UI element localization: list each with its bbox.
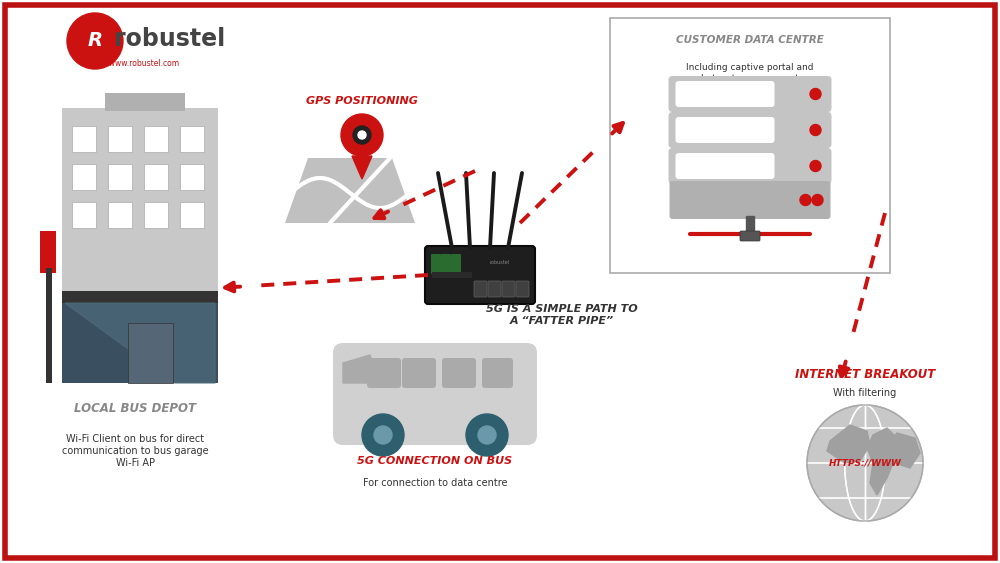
FancyBboxPatch shape xyxy=(431,254,441,274)
Circle shape xyxy=(812,194,823,205)
FancyBboxPatch shape xyxy=(482,358,513,388)
Polygon shape xyxy=(343,355,380,383)
Circle shape xyxy=(67,13,123,69)
Text: 5G IS A SIMPLE PATH TO
A “FATTER PIPE”: 5G IS A SIMPLE PATH TO A “FATTER PIPE” xyxy=(486,304,638,326)
Bar xyxy=(105,93,185,111)
FancyBboxPatch shape xyxy=(442,358,476,388)
Polygon shape xyxy=(827,425,870,463)
Bar xyxy=(62,301,218,383)
FancyBboxPatch shape xyxy=(474,281,487,297)
Text: For connection to data centre: For connection to data centre xyxy=(363,478,507,488)
Circle shape xyxy=(478,426,496,444)
Polygon shape xyxy=(867,428,900,495)
FancyBboxPatch shape xyxy=(675,117,774,143)
Circle shape xyxy=(810,88,821,100)
Circle shape xyxy=(466,414,508,456)
Polygon shape xyxy=(65,303,215,383)
FancyBboxPatch shape xyxy=(675,81,774,107)
Bar xyxy=(180,126,204,152)
Circle shape xyxy=(353,126,371,144)
Circle shape xyxy=(800,194,811,205)
Bar xyxy=(144,164,168,190)
Circle shape xyxy=(362,414,404,456)
Text: HTTPS://WWW: HTTPS://WWW xyxy=(829,458,901,467)
Bar xyxy=(108,202,132,228)
FancyBboxPatch shape xyxy=(740,231,760,241)
Text: With filtering: With filtering xyxy=(833,388,897,398)
Polygon shape xyxy=(352,156,372,179)
Bar xyxy=(72,126,96,152)
Bar xyxy=(72,164,96,190)
FancyBboxPatch shape xyxy=(669,181,830,219)
Text: robustel: robustel xyxy=(114,27,226,51)
FancyBboxPatch shape xyxy=(62,108,218,298)
Bar xyxy=(46,268,52,383)
Bar xyxy=(108,126,132,152)
FancyBboxPatch shape xyxy=(668,112,832,148)
Circle shape xyxy=(358,131,366,139)
Bar xyxy=(108,164,132,190)
Bar xyxy=(180,164,204,190)
Circle shape xyxy=(807,405,923,521)
Bar xyxy=(72,202,96,228)
FancyBboxPatch shape xyxy=(367,358,401,388)
Circle shape xyxy=(374,426,392,444)
Text: LOCAL BUS DEPOT: LOCAL BUS DEPOT xyxy=(74,401,196,414)
Text: robustel: robustel xyxy=(490,261,510,266)
Text: GPS POSITIONING: GPS POSITIONING xyxy=(306,96,418,106)
FancyBboxPatch shape xyxy=(668,76,832,112)
FancyBboxPatch shape xyxy=(451,254,461,274)
Circle shape xyxy=(810,124,821,136)
Bar xyxy=(144,202,168,228)
Text: 5G CONNECTION ON BUS: 5G CONNECTION ON BUS xyxy=(357,456,513,466)
Polygon shape xyxy=(285,158,415,223)
Circle shape xyxy=(341,114,383,156)
Bar xyxy=(128,323,173,383)
FancyBboxPatch shape xyxy=(516,281,529,297)
FancyBboxPatch shape xyxy=(610,18,890,273)
Text: https://www.robustel.com: https://www.robustel.com xyxy=(81,59,179,68)
Text: CUSTOMER DATA CENTRE: CUSTOMER DATA CENTRE xyxy=(676,35,824,45)
Bar xyxy=(40,231,56,273)
FancyBboxPatch shape xyxy=(502,281,515,297)
FancyBboxPatch shape xyxy=(668,148,832,184)
FancyBboxPatch shape xyxy=(432,272,472,278)
FancyBboxPatch shape xyxy=(425,246,535,304)
FancyBboxPatch shape xyxy=(441,254,451,274)
FancyBboxPatch shape xyxy=(402,358,436,388)
FancyBboxPatch shape xyxy=(675,153,774,179)
FancyBboxPatch shape xyxy=(488,281,501,297)
Bar xyxy=(180,202,204,228)
Text: INTERNET BREAKOUT: INTERNET BREAKOUT xyxy=(795,369,935,382)
Bar xyxy=(144,126,168,152)
Text: R: R xyxy=(88,30,103,50)
Bar xyxy=(746,216,754,234)
Text: Including captive portal and
hotspot management: Including captive portal and hotspot man… xyxy=(686,63,814,83)
Circle shape xyxy=(810,160,821,172)
Polygon shape xyxy=(885,433,920,468)
Bar xyxy=(62,291,218,303)
Text: Wi-Fi Client on bus for direct
communication to bus garage
Wi-Fi AP: Wi-Fi Client on bus for direct communica… xyxy=(62,435,208,468)
FancyBboxPatch shape xyxy=(333,343,537,445)
